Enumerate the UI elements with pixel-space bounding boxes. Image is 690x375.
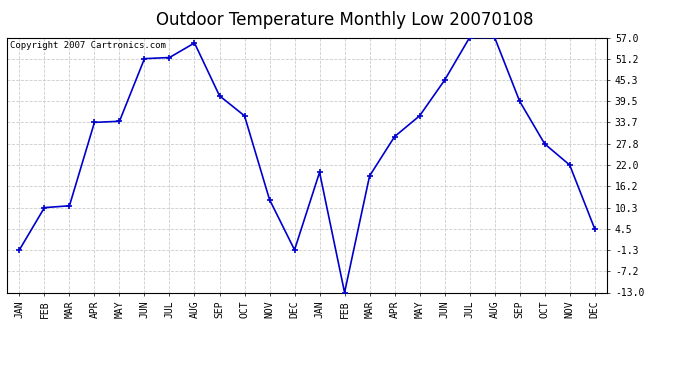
Text: Copyright 2007 Cartronics.com: Copyright 2007 Cartronics.com xyxy=(10,41,166,50)
Text: Outdoor Temperature Monthly Low 20070108: Outdoor Temperature Monthly Low 20070108 xyxy=(156,11,534,29)
